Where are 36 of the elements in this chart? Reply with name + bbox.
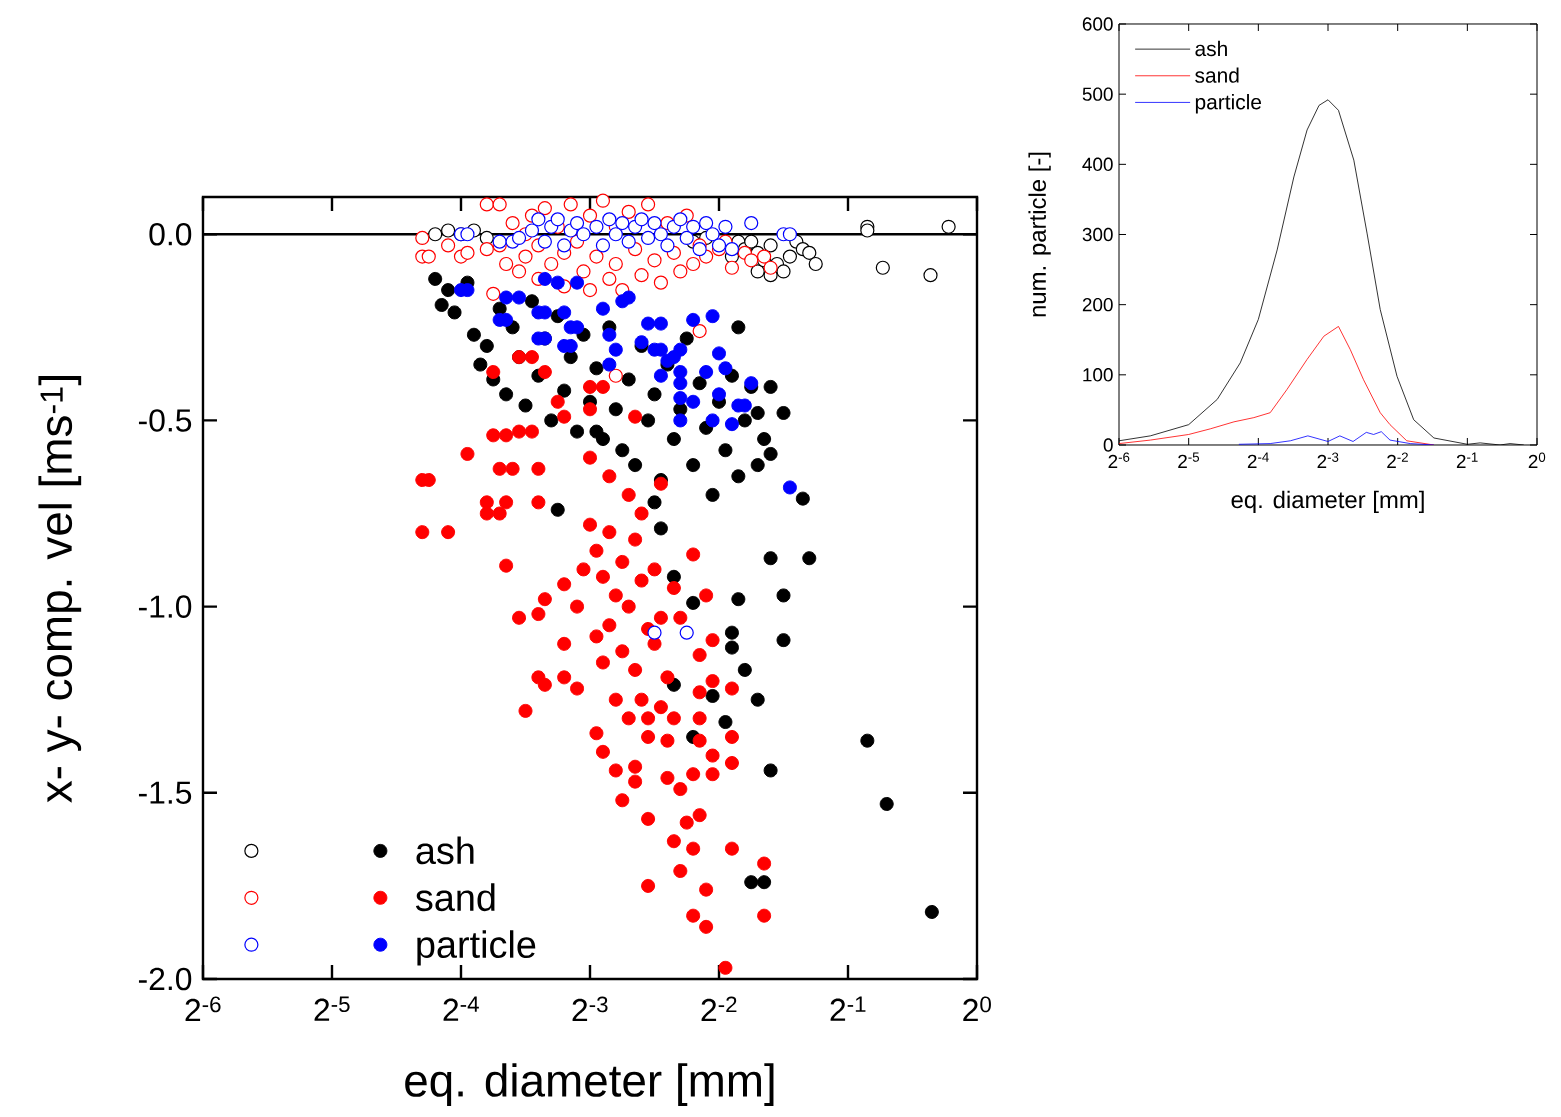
x-axis-title: eq. diameter [mm] [405, 1063, 774, 1106]
x-tick-label: 2$^{-4}$ [1247, 452, 1269, 468]
x-tick-label: 2$^{-1}$ [830, 996, 866, 1021]
x-tick-label: 2$^{-5}$ [1178, 452, 1200, 468]
x-tick-label: 2$^{-1}$ [1456, 452, 1478, 468]
x-tick-label: 2$^{-2}$ [1387, 452, 1408, 469]
legend-label: ash [416, 836, 474, 865]
x-tick-label: 2$^{0}$ [1528, 452, 1546, 469]
y-tick-label: -2.0 [138, 967, 192, 991]
x-tick-label: 2$^{0}$ [963, 996, 991, 1022]
legend-label: sand [415, 883, 495, 912]
y-tick-label: 600 [1082, 17, 1113, 31]
x-axis-title: eq. diameter [mm] [1231, 490, 1424, 513]
y-tick-label: 300 [1082, 227, 1113, 242]
y-axis-title: x- y- comp. vel [ms$^{-1}$] [38, 376, 82, 803]
y-tick-label: 200 [1082, 297, 1113, 312]
legend-label: ash [1195, 40, 1227, 57]
legend-label: sand [1195, 67, 1239, 83]
x-tick-label: 2$^{-6}$ [185, 996, 221, 1022]
y-tick-label: 500 [1082, 87, 1113, 101]
y-axis-title: num. particle [-] [1028, 152, 1051, 317]
x-tick-label: 2$^{-3}$ [572, 996, 608, 1022]
y-tick-label: 0.0 [149, 222, 192, 246]
x-tick-label: 2$^{-6}$ [1108, 452, 1130, 469]
legend-label: particle [1195, 94, 1262, 114]
x-tick-label: 2$^{-2}$ [701, 996, 737, 1022]
legend-label: particle [417, 930, 536, 966]
y-tick-label: -0.5 [138, 409, 192, 432]
x-tick-label: 2$^{-3}$ [1317, 452, 1339, 469]
y-tick-label: 400 [1082, 157, 1113, 172]
x-tick-label: 2$^{-5}$ [314, 996, 350, 1021]
y-tick-label: 0 [1103, 438, 1113, 452]
x-tick-label: 2$^{-4}$ [443, 996, 479, 1021]
y-tick-label: -1.0 [138, 595, 192, 618]
y-tick-label: 100 [1083, 368, 1113, 382]
y-tick-label: -1.5 [138, 781, 192, 804]
